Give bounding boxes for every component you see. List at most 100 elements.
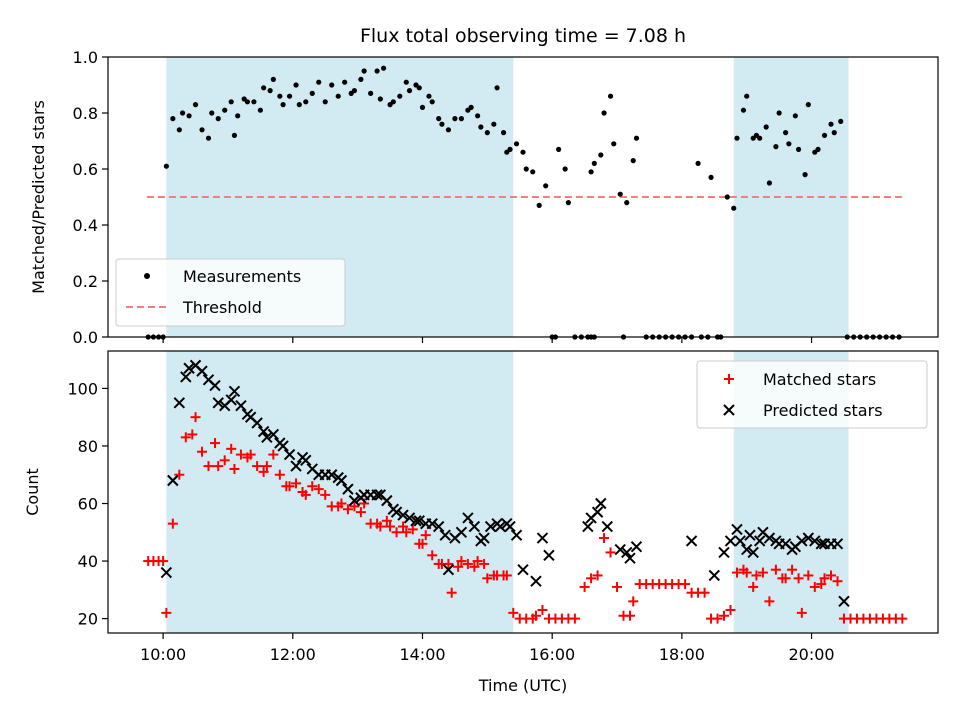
measurement-point	[397, 93, 403, 99]
measurement-point	[773, 144, 779, 150]
matched-star-point	[793, 573, 804, 584]
matched-star-point	[197, 446, 208, 457]
x-axis-label: Time (UTC)	[478, 676, 567, 695]
measurement-point	[494, 85, 500, 91]
measurement-point	[695, 160, 701, 166]
predicted-star-point	[831, 538, 844, 550]
predicted-star-point	[621, 546, 633, 559]
matched-star-point	[719, 610, 730, 621]
legend-predicted-label: Predicted stars	[763, 401, 883, 420]
measurement-point	[783, 130, 789, 136]
matched-star-point	[462, 558, 473, 569]
legend-measurements-marker	[144, 273, 150, 279]
predicted-star-point	[724, 535, 737, 547]
legend-matched-label: Matched stars	[763, 370, 876, 389]
matched-star-point	[751, 570, 762, 581]
measurement-point	[235, 113, 241, 119]
measurement-point	[478, 124, 484, 130]
measurement-point	[351, 88, 358, 94]
matched-star-point	[770, 564, 781, 575]
measurement-point	[163, 163, 169, 169]
predicted-star-point	[277, 440, 289, 452]
predicted-star-point	[718, 546, 730, 559]
predicted-star-point	[517, 563, 529, 576]
matched-star-point	[381, 515, 392, 526]
matched-star-point	[479, 558, 490, 569]
predicted-star-point	[209, 379, 221, 392]
measurement-point	[419, 104, 426, 110]
measurement-point	[293, 82, 299, 88]
predicted-star-point	[809, 535, 821, 547]
measurement-point	[429, 99, 435, 105]
matched-star-point	[385, 521, 396, 532]
predicted-star-point	[484, 520, 497, 533]
matched-star-point	[167, 518, 178, 529]
predicted-star-point	[403, 512, 416, 524]
predicted-star-point	[183, 362, 195, 374]
predicted-star-point	[685, 535, 698, 547]
predicted-star-point	[504, 520, 516, 533]
predicted-star-point	[167, 474, 179, 487]
matched-star-point	[245, 449, 256, 460]
matched-star-point	[780, 573, 791, 584]
matched-star-point	[699, 587, 710, 598]
chart-title: Flux total observing time = 7.08 h	[360, 25, 686, 47]
measurement-point	[523, 166, 529, 172]
predicted-star-point	[196, 365, 208, 377]
measurement-point	[380, 65, 387, 71]
bottom-y-tick-label: 60	[78, 495, 98, 514]
matched-star-point	[313, 484, 324, 495]
predicted-star-point	[267, 428, 280, 441]
measurement-point	[335, 93, 341, 99]
measurement-point	[452, 116, 458, 122]
matched-star-point	[605, 547, 616, 558]
matched-star-point	[342, 504, 353, 515]
predicted-star-point	[601, 520, 614, 533]
legend-measurements-label: Measurements	[183, 267, 301, 286]
matched-star-point	[453, 561, 464, 572]
predicted-star-point	[708, 569, 720, 582]
measurement-point	[329, 82, 335, 88]
measurement-point	[280, 102, 286, 108]
measurement-point	[215, 116, 221, 122]
predicted-star-point	[261, 431, 273, 444]
predicted-star-point	[543, 549, 555, 562]
predicted-star-point	[212, 397, 224, 409]
predicted-star-point	[630, 540, 643, 553]
measurement-point	[390, 99, 396, 105]
matched-star-point	[456, 556, 467, 567]
bottom-legend-box	[696, 360, 928, 429]
predicted-star-point	[235, 399, 247, 412]
measurement-point	[776, 110, 782, 116]
matched-star-point	[226, 443, 237, 454]
measurement-point	[303, 99, 309, 105]
predicted-star-point	[390, 506, 403, 518]
bottom-y-tick-label: 80	[78, 437, 98, 456]
predicted-star-point	[494, 520, 507, 533]
measurement-point	[179, 110, 186, 116]
matched-star-point	[469, 561, 480, 572]
measurement-point	[484, 130, 490, 136]
measurement-point	[222, 107, 228, 113]
matched-star-point	[569, 613, 580, 624]
matched-star-point	[349, 501, 360, 512]
predicted-star-point	[413, 515, 425, 527]
legend-predicted-x	[723, 404, 735, 416]
measurement-point	[257, 107, 263, 113]
measurement-point	[795, 146, 802, 152]
measurement-point	[374, 68, 380, 74]
matched-star-point	[229, 463, 240, 474]
matched-star-point	[826, 570, 837, 581]
measurement-point	[630, 158, 636, 164]
measurement-point	[731, 205, 737, 211]
matched-star-point	[391, 527, 402, 538]
predicted-star-point	[478, 532, 490, 544]
measurement-point	[734, 135, 740, 141]
matched-star-point	[472, 556, 483, 567]
predicted-star-point	[326, 469, 338, 481]
top-legend: Measurements Threshold	[115, 258, 346, 327]
measurement-point	[805, 102, 811, 108]
measurement-point	[445, 127, 452, 133]
measurement-point	[633, 135, 640, 141]
measurement-point	[565, 200, 571, 206]
